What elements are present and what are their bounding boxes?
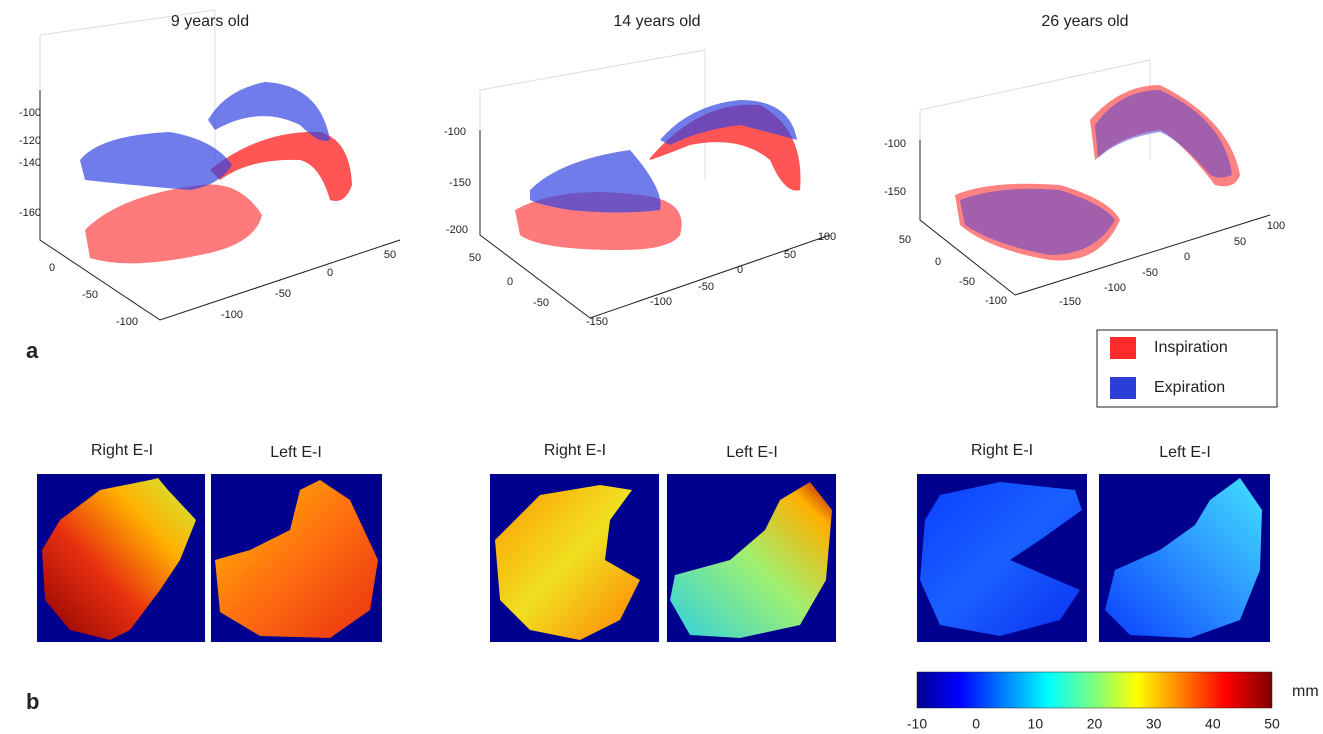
legend-swatch <box>1110 337 1136 359</box>
colorbar-unit: mm <box>1292 683 1319 700</box>
tick-label: 0 <box>737 264 743 276</box>
colorbar-tick-label: 20 <box>1087 716 1103 732</box>
colorbar-tick-label: 40 <box>1205 716 1221 732</box>
legend-label: Inspiration <box>1154 339 1228 356</box>
tick-label: -100 <box>444 126 466 138</box>
colorbar-tick-label: 10 <box>1028 716 1044 732</box>
tick-label: -100 <box>985 295 1007 307</box>
tick-label: -50 <box>1142 267 1158 279</box>
tick-label: 100 <box>1267 220 1285 232</box>
colorbar-tick-label: 0 <box>972 716 980 732</box>
heatmap-title: Left E-I <box>270 444 322 461</box>
plot-3d <box>480 50 830 318</box>
tick-label: 0 <box>327 267 333 279</box>
expiration-lung <box>208 82 330 141</box>
tick-label: -100 <box>650 296 672 308</box>
plot-title: 9 years old <box>171 13 249 30</box>
legend-swatch <box>1110 377 1136 399</box>
tick-label: -50 <box>959 276 975 288</box>
expiration-lung <box>80 132 232 190</box>
tick-label: -150 <box>586 316 608 328</box>
inspiration-lung <box>85 184 262 263</box>
figure: a b mm 9 years old-100-120-140-1600-50-1… <box>0 0 1323 734</box>
panel-label: a <box>26 338 39 363</box>
tick-label: 50 <box>1234 236 1246 248</box>
heatmap-title: Left E-I <box>1159 444 1211 461</box>
heatmaps <box>37 474 1270 642</box>
legend-label: Expiration <box>1154 379 1225 396</box>
tick-label: -150 <box>884 186 906 198</box>
heatmap-title: Right E-I <box>971 442 1033 459</box>
tick-label: 0 <box>49 262 55 274</box>
tick-label: 50 <box>469 252 481 264</box>
tick-label: 50 <box>899 234 911 246</box>
tick-label: -100 <box>221 309 243 321</box>
tick-label: 50 <box>784 249 796 261</box>
tick-label: -50 <box>698 281 714 293</box>
tick-label: -150 <box>1059 296 1081 308</box>
panel-label: b <box>26 689 39 714</box>
tick-label: -50 <box>275 288 291 300</box>
heatmap-title: Right E-I <box>544 442 606 459</box>
tick-label: -100 <box>1104 282 1126 294</box>
tick-label: -150 <box>449 177 471 189</box>
colorbar-tick-label: 30 <box>1146 716 1162 732</box>
colorbar-tick-label: 50 <box>1264 716 1280 732</box>
tick-label: -200 <box>446 224 468 236</box>
tick-label: -120 <box>19 135 41 147</box>
tick-label: 50 <box>384 249 396 261</box>
tick-label: 0 <box>507 276 513 288</box>
expiration-lung <box>530 150 661 213</box>
tick-label: 0 <box>935 256 941 268</box>
heatmap-title: Right E-I <box>91 442 153 459</box>
plot-3d <box>920 60 1270 295</box>
heatmap-title: Left E-I <box>726 444 778 461</box>
tick-label: -100 <box>19 107 41 119</box>
tick-label: -100 <box>884 138 906 150</box>
colorbar <box>917 672 1272 708</box>
plot-3d <box>40 10 400 320</box>
colorbar-tick-label: -10 <box>907 716 927 732</box>
tick-label: 100 <box>818 231 836 243</box>
plot-title: 26 years old <box>1041 13 1128 30</box>
tick-label: -50 <box>82 289 98 301</box>
tick-label: -100 <box>116 316 138 328</box>
tick-label: 0 <box>1184 251 1190 263</box>
plot-title: 14 years old <box>613 13 700 30</box>
tick-label: -160 <box>19 207 41 219</box>
tick-label: -140 <box>19 157 41 169</box>
tick-label: -50 <box>533 297 549 309</box>
